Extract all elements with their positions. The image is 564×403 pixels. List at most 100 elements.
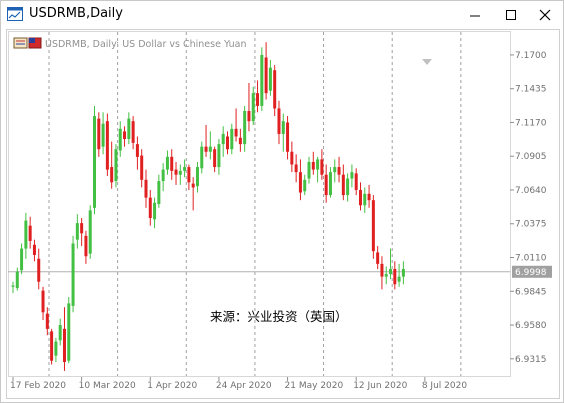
candle (243, 105, 247, 152)
candle-body (110, 167, 114, 183)
candle (384, 266, 388, 285)
time-axis: 17 Feb 2020 10 Mar 2020 1 Apr 2020 24 Apr 2… (10, 377, 467, 391)
candle (123, 126, 127, 147)
candle-body (389, 268, 393, 275)
candle-body (183, 167, 187, 171)
candle-body (354, 173, 358, 190)
candle (127, 112, 131, 145)
candle (307, 156, 311, 184)
candle (93, 105, 97, 215)
title-bar[interactable]: USDRMB,Daily (1, 1, 563, 29)
close-icon[interactable] (531, 3, 559, 27)
candle-body (135, 144, 139, 157)
candle (20, 243, 24, 275)
candle (328, 167, 332, 198)
candle (367, 184, 371, 208)
candle (170, 149, 174, 180)
chart-window-icon (7, 7, 23, 21)
candle (268, 60, 272, 96)
candle-body (397, 276, 401, 282)
candle (131, 116, 135, 150)
candle (114, 144, 118, 188)
candle (28, 216, 32, 249)
candle-body (281, 121, 285, 134)
candle-body (165, 156, 169, 170)
time-tick-label: 21 May 2020 (285, 381, 344, 391)
candle (256, 80, 260, 113)
time-tick-label: 12 Jun 2020 (353, 381, 407, 391)
current-price-tag: 6.9998 (512, 265, 552, 278)
candle (298, 159, 302, 201)
candle-body (221, 133, 225, 145)
candle (337, 156, 341, 183)
chart-shift-marker-icon[interactable] (422, 59, 432, 65)
candle-body (298, 172, 302, 193)
candle-body (50, 331, 54, 361)
candle-body (268, 67, 272, 91)
candle-body (157, 181, 161, 204)
candle (311, 151, 315, 175)
candle (350, 164, 354, 188)
candle (354, 168, 358, 196)
candle-body (93, 116, 97, 208)
price-tick-label: 6.9580 (515, 321, 547, 331)
time-grid (48, 32, 462, 376)
candle-body (226, 136, 229, 150)
candle (376, 246, 380, 269)
candle-body (28, 225, 32, 241)
chart-properties-icon[interactable] (13, 37, 28, 49)
candle-body (234, 128, 238, 137)
candle (50, 328, 54, 365)
candle (346, 173, 350, 202)
candle (273, 65, 277, 117)
candle-body (393, 268, 397, 285)
candle-body (71, 243, 75, 306)
candle-body (161, 169, 165, 182)
candle (234, 108, 238, 142)
candle (178, 164, 182, 185)
candle-body (97, 118, 101, 150)
maximize-icon[interactable] (497, 3, 525, 27)
chart-header-label: USDRMB, Daily: US Dollar vs Chinese Yuan (45, 39, 247, 50)
candle-body (41, 290, 45, 313)
candle-body (251, 93, 255, 122)
candle (401, 261, 405, 285)
candle-body (114, 149, 118, 182)
candle (303, 174, 307, 196)
candle (221, 126, 225, 157)
candle (144, 169, 148, 208)
candle (45, 307, 49, 336)
candle (204, 125, 208, 157)
candle (105, 113, 109, 176)
candle (157, 174, 161, 208)
candle (41, 286, 45, 320)
candle (341, 164, 345, 201)
candle (71, 235, 75, 313)
minimize-icon[interactable] (461, 3, 489, 27)
candle-body (367, 193, 371, 201)
chart-area[interactable]: USDRMB, Daily: US Dollar vs Chinese Yuan… (6, 29, 560, 399)
time-tick-label: 10 Mar 2020 (79, 381, 136, 391)
candle-body (384, 274, 388, 277)
candle-body (75, 223, 79, 240)
candle (191, 177, 195, 211)
candle (153, 197, 157, 229)
candle-body (217, 144, 221, 168)
candle (264, 42, 268, 100)
candle-body (307, 161, 311, 179)
candle (11, 281, 15, 294)
candle-body (320, 159, 324, 175)
candle-body (84, 235, 88, 257)
candle-body (256, 93, 260, 106)
candle-body (105, 121, 109, 170)
candle-body (247, 110, 251, 122)
candle-body (358, 189, 362, 206)
candlestick-chart[interactable]: USDRMB, Daily: US Dollar vs Chinese Yuan… (7, 30, 559, 398)
time-tick-label: 1 Apr 2020 (147, 381, 197, 391)
candle-body (15, 271, 19, 289)
candle-body (178, 170, 182, 175)
candle-body (62, 328, 66, 362)
candle-body (311, 161, 315, 170)
candle (208, 131, 212, 160)
